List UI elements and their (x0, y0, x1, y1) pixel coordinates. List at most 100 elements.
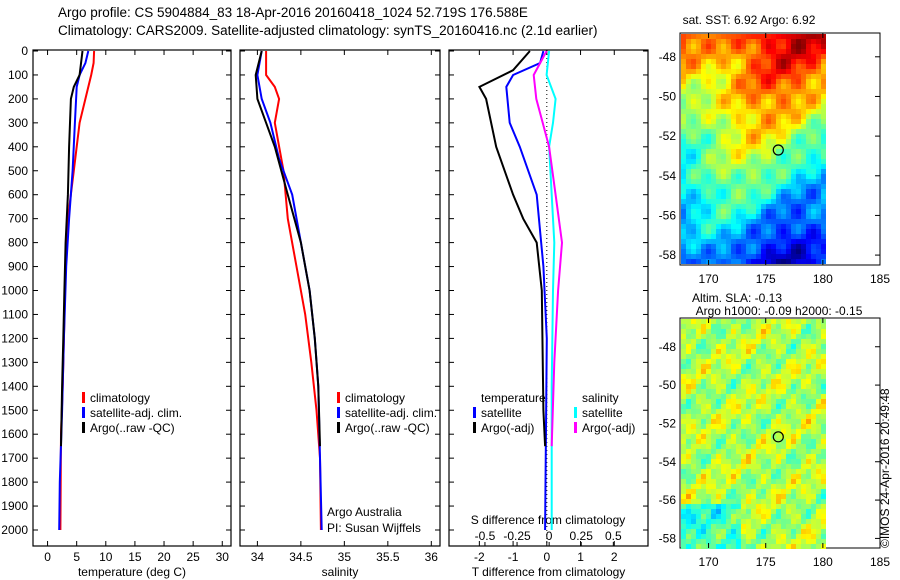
legend-label: satellite (582, 406, 623, 420)
x-tick-label: 34.5 (289, 550, 313, 564)
x-tick-label: 10 (99, 550, 113, 564)
lat-tick-label: -52 (659, 129, 677, 143)
x-tick-label: 25 (186, 550, 200, 564)
differences-panel: -2 -1 0 1 2T difference from climatology -0.5… (448, 49, 649, 579)
x-tick-label: 1 (577, 550, 584, 564)
legend-swatch (574, 422, 577, 433)
x-tick-label: 15 (128, 550, 142, 564)
depth-tick-label: 1600 (1, 427, 28, 441)
credit-line1: Argo Australia (327, 505, 402, 519)
series-line-climatology (265, 51, 322, 531)
depth-tick-label: 2000 (1, 523, 28, 537)
sla-map: 170 175 180 185 -48 -50 -52 -54 -56 -58 Altim. SLA… (659, 291, 891, 569)
legend-label: satellite-adj. clim. (345, 406, 437, 420)
depth-tick-label: 500 (8, 164, 28, 178)
legend-label: Argo(..raw -QC) (345, 421, 430, 435)
legend-label: satellite (481, 406, 522, 420)
lon-tick-label: 180 (813, 272, 833, 286)
lat-tick-label: -54 (659, 169, 677, 183)
depth-tick-label: 400 (8, 140, 28, 154)
series-line-s-argo-adj- (532, 50, 564, 447)
map-field (681, 34, 826, 264)
depth-tick-label: 1500 (1, 403, 28, 417)
lat-tick-label: -48 (659, 340, 677, 354)
temperature-panel: 0 5 10 15 20 25 30 temperature (deg C) 0 100 200 30… (1, 44, 232, 579)
series-line-argo-raw-qc- (254, 50, 321, 447)
plot-frame (448, 49, 649, 547)
depth-tick-label: 1700 (1, 451, 28, 465)
legend-label: climatology (90, 391, 150, 405)
depth-tick-label: 1200 (1, 331, 28, 345)
depth-tick-label: 100 (8, 68, 28, 82)
series-line-t-satellite (505, 50, 548, 531)
s-tick-label: -0.25 (503, 529, 531, 543)
argo-location-marker (772, 431, 784, 443)
lat-tick-label: -54 (659, 455, 677, 469)
depth-tick-label: 1300 (1, 355, 28, 369)
s-tick-label: 0 (546, 529, 553, 543)
s-tick-label: -0.5 (475, 529, 496, 543)
legend-label: Argo(-adj) (481, 421, 534, 435)
lon-tick-label: 170 (699, 555, 719, 569)
lon-tick-label: 170 (699, 272, 719, 286)
x-tick-label: 35 (338, 550, 352, 564)
legend-header-salinity: salinity (582, 391, 619, 405)
depth-tick-label: 800 (8, 236, 28, 250)
plot-title-line2: Climatology: CARS2009. Satellite-adjuste… (58, 23, 598, 38)
legend-swatch (82, 422, 85, 433)
lat-tick-label: -58 (659, 248, 677, 262)
lat-tick-label: -50 (659, 378, 677, 392)
lat-tick-label: -48 (659, 50, 677, 64)
legend-swatch (473, 422, 476, 433)
plot-frame (32, 49, 232, 547)
legend-label: Argo(..raw -QC) (90, 421, 175, 435)
s-tick-label: 0.25 (570, 529, 594, 543)
lon-tick-label: 175 (756, 555, 776, 569)
legend-label: Argo(-adj) (582, 421, 635, 435)
depth-tick-label: 700 (8, 212, 28, 226)
lon-tick-label: 175 (756, 272, 776, 286)
x-axis-label: T difference from climatology (472, 565, 626, 579)
x-tick-label: 36 (425, 550, 439, 564)
lon-tick-label: 185 (870, 272, 890, 286)
depth-tick-label: 1000 (1, 284, 28, 298)
lat-tick-label: -58 (659, 531, 677, 545)
legend-header-temperature: temperature (481, 391, 546, 405)
lat-tick-label: -56 (659, 208, 677, 222)
legend-swatch (574, 407, 577, 418)
x-tick-label: -2 (474, 550, 485, 564)
lat-tick-label: -50 (659, 89, 677, 103)
series-line-argo-raw-qc- (60, 50, 84, 447)
x-tick-label: -1 (508, 550, 519, 564)
legend-swatch (473, 407, 476, 418)
x-tick-label: 0 (44, 550, 51, 564)
plot-title-line1: Argo profile: CS 5904884_83 18-Apr-2016 … (58, 5, 528, 20)
x-tick-label: 20 (157, 550, 171, 564)
lat-tick-label: -56 (659, 493, 677, 507)
x-axis-label: salinity (322, 565, 359, 579)
sst-map: 170 175 180 185 -48 -50 -52 -54 -56 -58 sat. SST: … (659, 13, 891, 286)
x-tick-label: 5 (73, 550, 80, 564)
series-line-s-satellite (545, 50, 557, 530)
map-field (681, 319, 826, 549)
depth-tick-label: 300 (8, 116, 28, 130)
argo-location-marker (772, 144, 784, 156)
s-tick-label: 0.5 (605, 529, 622, 543)
lat-tick-label: -52 (659, 416, 677, 430)
x-tick-label: 0 (543, 550, 550, 564)
legend-swatch (337, 422, 340, 433)
map-title: Altim. SLA: -0.13 (692, 291, 782, 305)
lon-tick-label: 180 (813, 555, 833, 569)
legend-swatch (337, 407, 340, 418)
x-axis-label: temperature (deg C) (78, 565, 186, 579)
depth-tick-label: 0 (21, 44, 28, 58)
depth-tick-label: 600 (8, 188, 28, 202)
depth-tick-label: 1100 (2, 307, 28, 321)
x-tick-label: 30 (216, 550, 230, 564)
x-tick-label: 34 (251, 550, 265, 564)
map-title: sat. SST: 6.92 Argo: 6.92 (683, 13, 816, 27)
series-line-t-argo-adj- (478, 50, 547, 447)
copyright-label: ©IMOS 24-Apr-2016 20:49:48 (878, 388, 892, 548)
x-tick-label: 35.5 (376, 550, 400, 564)
